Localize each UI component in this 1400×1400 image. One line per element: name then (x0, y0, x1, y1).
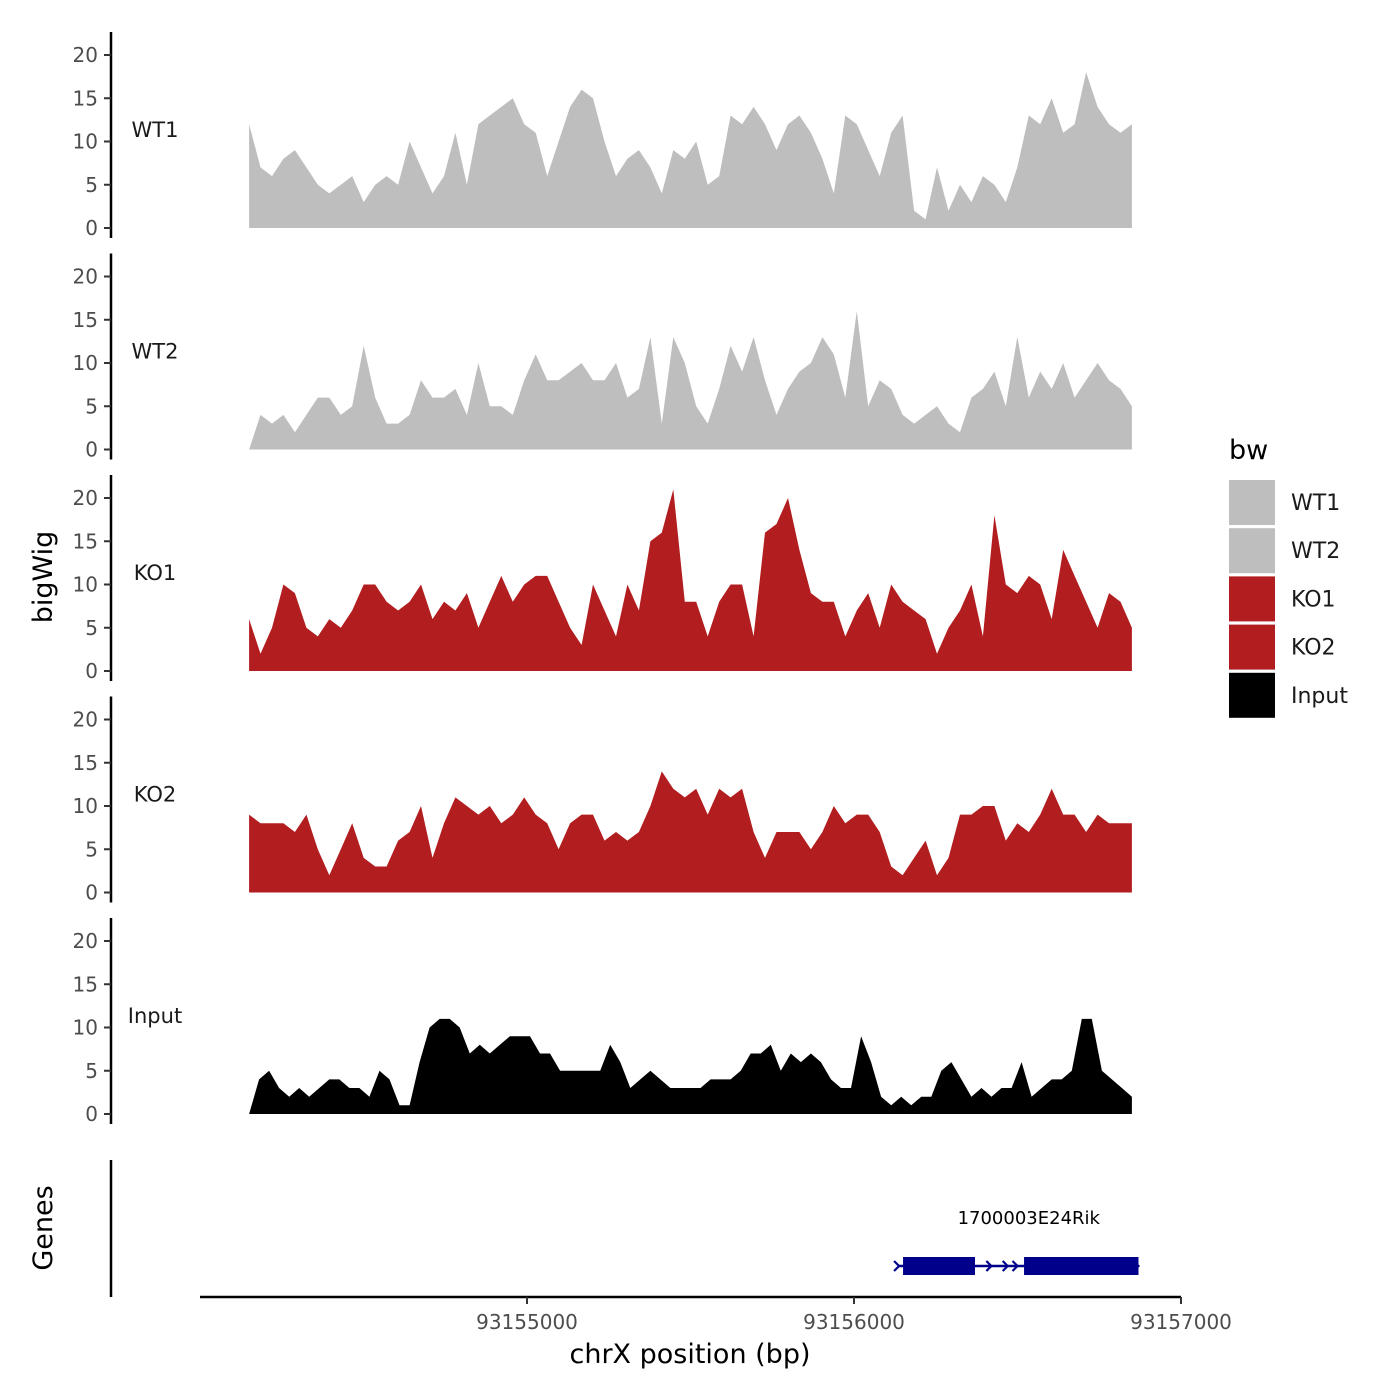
legend-swatch (1229, 576, 1275, 622)
track-ko2: 0 5 10 15 20 KO2 (73, 696, 1132, 905)
x-axis-ticks: 93155000 93156000 93157000 (476, 1297, 1232, 1334)
y-tick-label: 0 (85, 659, 98, 683)
y-tick-label: 20 (73, 486, 98, 510)
y-tick-label: 20 (73, 43, 98, 67)
y-tick-label: 20 (73, 265, 98, 289)
y-tick-label: 20 (73, 929, 98, 953)
legend-swatch (1229, 528, 1275, 574)
y-tick-label: 5 (85, 394, 98, 418)
area-wt1 (249, 72, 1132, 228)
gene-exon (903, 1257, 975, 1275)
y-tick-label: 15 (73, 86, 98, 110)
genes-axis-title: Genes (28, 1185, 59, 1270)
legend-label: Input (1291, 684, 1348, 709)
track-wt1: 0 5 10 15 20 WT1 (73, 32, 1132, 240)
legend-label: WT1 (1291, 491, 1340, 516)
track-ko1: 0 5 10 15 20 KO1 (73, 475, 1132, 683)
track-label: KO2 (134, 783, 177, 807)
legend-swatch (1229, 480, 1275, 525)
gene-label: 1700003E24Rik (958, 1208, 1101, 1229)
y-tick-label: 20 (73, 708, 98, 732)
legend-label: KO1 (1291, 587, 1336, 612)
y-tick-label: 10 (73, 794, 98, 818)
track-input: 0 5 10 15 20 Input (73, 918, 1132, 1126)
y-tick-label: 5 (85, 1059, 98, 1083)
legend-label: KO2 (1291, 636, 1336, 661)
track-label: Input (128, 1004, 182, 1028)
y-tick-label: 10 (73, 1016, 98, 1040)
area-wt2 (249, 311, 1132, 450)
y-tick-label: 5 (85, 837, 98, 861)
y-tick-label: 15 (73, 308, 98, 332)
track-label: WT1 (132, 118, 179, 142)
y-tick-label: 10 (73, 573, 98, 597)
y-tick-label: 15 (73, 529, 98, 553)
y-tick-label: 0 (85, 881, 98, 905)
track-label: KO1 (134, 561, 177, 585)
x-axis: 93155000 93156000 93157000 (200, 1295, 1232, 1334)
legend-swatch (1229, 672, 1275, 718)
y-tick-label: 10 (73, 351, 98, 375)
y-axis-title: bigWig (28, 531, 59, 624)
y-tick-label: 0 (85, 1102, 98, 1126)
x-tick-label: 93156000 (803, 1310, 905, 1334)
x-tick-label: 93155000 (476, 1310, 578, 1334)
x-axis-title: chrX position (bp) (569, 1339, 810, 1370)
strand-arrow (893, 1260, 901, 1272)
y-tick-label: 5 (85, 173, 98, 197)
gene-model: 1700003E24Rik (893, 1208, 1141, 1275)
area-ko1 (249, 489, 1132, 671)
y-tick-label: 15 (73, 972, 98, 996)
y-tick-label: 0 (85, 438, 98, 462)
legend-label: WT2 (1291, 539, 1340, 564)
signal-tracks: 0 5 10 15 20 WT1 0 5 10 15 20 WT2 0 5 10 15 20 KO1 0 5 10 15 2… (73, 32, 1132, 1126)
legend-swatch (1229, 624, 1275, 670)
track-wt2: 0 5 10 15 20 WT2 (73, 253, 1132, 462)
strand-arrow (1011, 1260, 1020, 1272)
track-label: WT2 (132, 340, 179, 364)
legend: bw WT1 WT2 KO1 KO2 Input (1229, 435, 1348, 718)
y-tick-label: 15 (73, 751, 98, 775)
gene-exon (1024, 1257, 1139, 1275)
y-tick-label: 5 (85, 616, 98, 640)
strand-arrow (1001, 1260, 1010, 1272)
y-tick-label: 0 (85, 216, 98, 240)
area-ko2 (249, 771, 1132, 893)
gene-track: 1700003E24Rik (893, 1208, 1141, 1275)
strand-arrow (1132, 1260, 1141, 1272)
area-input (249, 1018, 1132, 1114)
y-tick-label: 10 (73, 130, 98, 154)
x-tick-label: 93157000 (1130, 1310, 1232, 1334)
strand-arrow (985, 1260, 993, 1272)
genes-panel: 1700003E24Rik (109, 1160, 1141, 1297)
legend-title: bw (1229, 435, 1268, 466)
